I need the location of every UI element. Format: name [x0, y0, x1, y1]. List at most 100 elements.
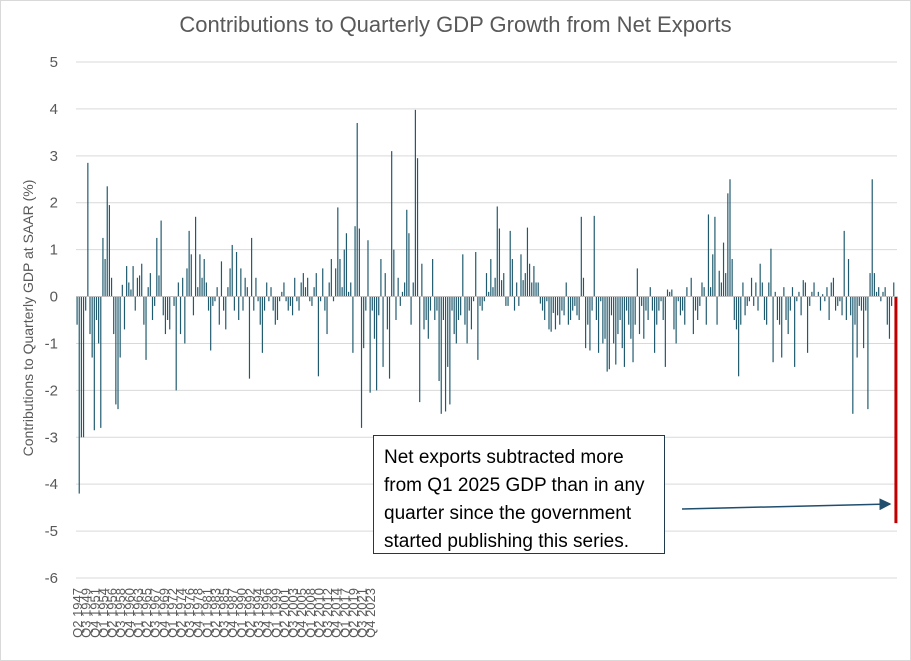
- bar: [188, 230, 190, 297]
- bar: [845, 296, 847, 320]
- bar: [214, 296, 216, 302]
- bar: [102, 237, 104, 297]
- bar: [854, 296, 856, 325]
- bar: [651, 296, 654, 311]
- bar: [324, 296, 326, 311]
- bar: [746, 296, 748, 306]
- bar: [253, 296, 255, 311]
- bar: [893, 282, 895, 297]
- bar: [231, 244, 233, 297]
- bar: [679, 296, 682, 316]
- bar: [628, 296, 630, 325]
- bar: [352, 296, 354, 353]
- bar: [666, 289, 669, 297]
- x-tick-label: Q4 1978: [191, 588, 206, 638]
- bar: [128, 282, 130, 297]
- bar: [173, 296, 175, 306]
- bar: [768, 282, 770, 297]
- bar: [750, 277, 753, 297]
- bar: [783, 287, 785, 297]
- bar: [285, 296, 287, 302]
- bar: [632, 296, 634, 363]
- bar: [298, 296, 300, 311]
- x-tick-label: Q2 1992: [242, 588, 257, 638]
- bar: [397, 277, 399, 297]
- bar: [781, 296, 783, 358]
- y-tick-label: -4: [45, 476, 58, 493]
- bar: [147, 287, 149, 297]
- bar: [429, 296, 432, 311]
- bar: [843, 230, 845, 297]
- bar: [531, 282, 533, 297]
- bar: [393, 249, 395, 297]
- bar: [578, 296, 580, 320]
- bar: [296, 296, 298, 302]
- bar: [753, 296, 755, 306]
- bar: [850, 296, 852, 316]
- bar: [865, 296, 867, 311]
- bar: [438, 296, 440, 381]
- bar: [160, 220, 162, 297]
- bar: [158, 275, 160, 297]
- bar: [388, 296, 391, 379]
- bar: [809, 296, 811, 306]
- y-tick-label: -5: [45, 523, 58, 540]
- bar: [539, 296, 541, 304]
- bar: [444, 296, 447, 412]
- x-tick-label: Q2 1965: [139, 588, 154, 638]
- bar: [136, 277, 139, 297]
- x-tick-label: Q1 2008: [303, 588, 318, 638]
- bar: [132, 266, 134, 297]
- bar: [294, 277, 296, 297]
- bar: [863, 296, 865, 349]
- bar: [130, 289, 132, 297]
- bar: [330, 259, 332, 297]
- bar: [233, 296, 235, 311]
- bar: [610, 296, 613, 316]
- bar: [638, 296, 641, 335]
- bar: [757, 296, 759, 311]
- bar: [888, 296, 891, 339]
- bar: [259, 296, 261, 325]
- bar: [315, 273, 317, 297]
- bar: [662, 296, 664, 320]
- bar: [813, 282, 815, 297]
- bar: [778, 296, 781, 325]
- bar: [313, 287, 315, 297]
- bar: [404, 282, 406, 297]
- bar: [891, 296, 893, 306]
- bar: [649, 287, 651, 297]
- bar: [735, 296, 738, 330]
- bar: [701, 282, 703, 297]
- bar: [449, 296, 451, 405]
- bar: [488, 291, 490, 297]
- bar: [686, 287, 688, 297]
- bar: [302, 273, 304, 297]
- bar: [91, 296, 93, 358]
- bar: [257, 296, 259, 302]
- bar: [207, 296, 210, 311]
- bar: [110, 277, 113, 297]
- bar: [714, 216, 716, 297]
- bar: [412, 282, 414, 297]
- bar: [225, 296, 227, 330]
- bar: [378, 296, 380, 316]
- bar: [319, 296, 322, 302]
- bar: [138, 275, 141, 297]
- bar: [511, 259, 513, 297]
- x-tick-label: Q2 1983: [208, 588, 223, 638]
- bar: [154, 296, 156, 306]
- bar: [477, 296, 479, 360]
- bar: [561, 296, 563, 311]
- bar: [304, 287, 307, 297]
- bar: [498, 228, 501, 297]
- bar: [817, 291, 819, 297]
- bar: [832, 277, 835, 297]
- bar: [328, 282, 330, 297]
- bar: [602, 296, 604, 344]
- bar: [671, 289, 673, 297]
- x-tick-label: Q4 1951: [87, 588, 102, 638]
- bar: [218, 296, 220, 325]
- bar: [550, 296, 552, 332]
- bar: [391, 151, 393, 297]
